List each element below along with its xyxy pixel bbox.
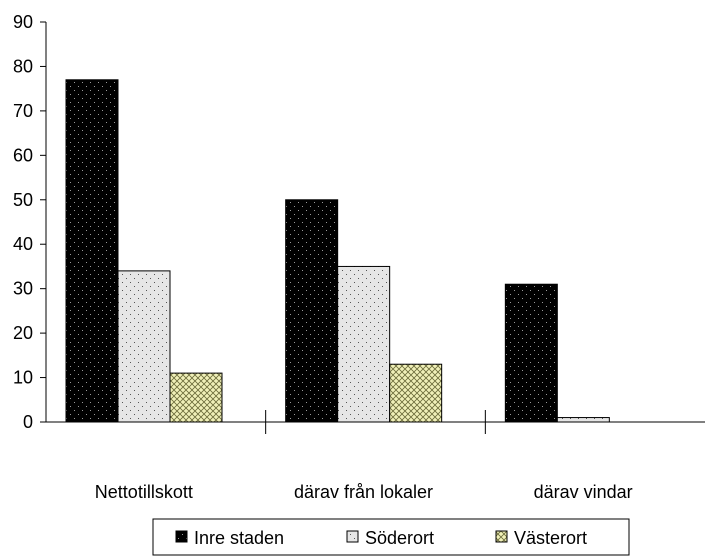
bar-v-sterort-0 xyxy=(169,372,223,423)
y-ticks: 0 10 20 30 40 50 60 70 80 90 xyxy=(13,12,46,432)
y-tick-label: 50 xyxy=(13,190,33,210)
legend-label: Söderort xyxy=(365,528,434,548)
bar-inre-staden-1 xyxy=(285,199,339,423)
y-tick-label: 70 xyxy=(13,101,33,121)
bar-s-derort-2 xyxy=(556,417,610,423)
y-tick-label: 30 xyxy=(13,279,33,299)
bars xyxy=(65,79,610,423)
y-tick-label: 0 xyxy=(23,412,33,432)
legend-label: Inre staden xyxy=(194,528,284,548)
y-tick-label: 20 xyxy=(13,323,33,343)
legend-box xyxy=(152,518,630,556)
bar-inre-staden-0 xyxy=(65,79,119,423)
category-label: därav från lokaler xyxy=(294,482,433,502)
category-labels: Nettotillskott därav från lokaler därav vi… xyxy=(95,482,633,502)
bar-s-derort-1 xyxy=(337,265,391,423)
legend-swatch xyxy=(346,530,359,543)
y-tick-label: 40 xyxy=(13,234,33,254)
bar-s-derort-0 xyxy=(117,270,171,423)
bar-inre-staden-2 xyxy=(504,283,558,423)
category-label: därav vindar xyxy=(534,482,633,502)
legend-swatch xyxy=(175,530,188,543)
category-label: Nettotillskott xyxy=(95,482,193,502)
legend-swatch xyxy=(495,530,508,543)
x-ticks xyxy=(265,410,486,434)
bar-v-sterort-1 xyxy=(389,363,443,423)
legend: Inre staden Söderort Västerort xyxy=(152,518,630,556)
legend-label: Västerort xyxy=(514,528,587,548)
y-tick-label: 60 xyxy=(13,145,33,165)
y-tick-label: 80 xyxy=(13,56,33,76)
y-tick-label: 10 xyxy=(13,368,33,388)
y-tick-label: 90 xyxy=(13,12,33,32)
